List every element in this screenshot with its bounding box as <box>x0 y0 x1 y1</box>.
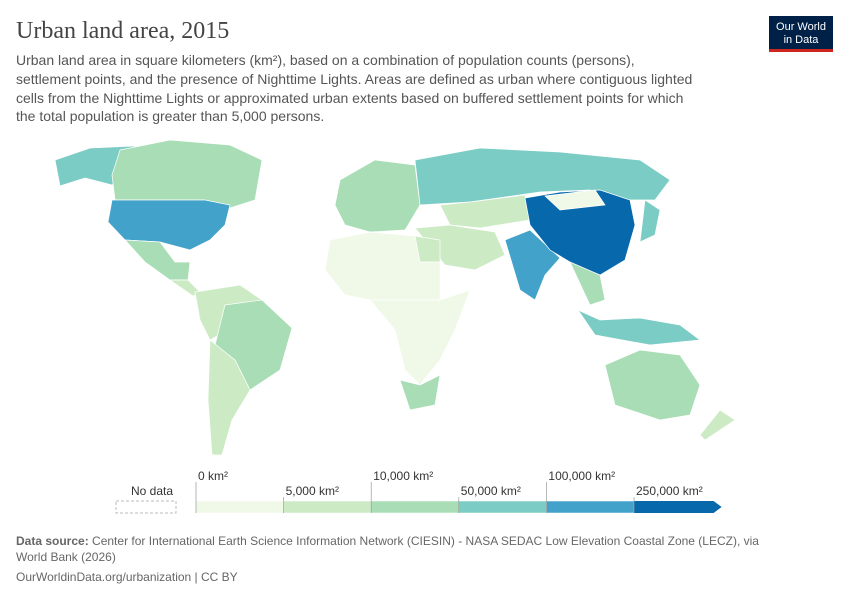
middle-east <box>414 224 506 271</box>
south-america-south <box>207 339 251 456</box>
logo-bar <box>769 49 833 52</box>
legend-label: 250,000 km² <box>636 484 703 498</box>
logo[interactable]: Our World in Data <box>769 16 833 52</box>
indonesia <box>577 309 701 346</box>
source: Data source: Center for International Ea… <box>16 534 759 548</box>
logo-text: in Data <box>784 34 820 46</box>
subtitle-line: settlement points, and the presence of N… <box>16 71 692 87</box>
footer: Data source: Center for International Ea… <box>16 534 759 584</box>
legend-swatch <box>634 501 722 513</box>
canada <box>111 139 263 209</box>
logo-box <box>769 16 833 50</box>
southeast-asia <box>569 261 606 306</box>
new-zealand <box>699 409 736 441</box>
legend-swatch <box>195 500 284 514</box>
legend-swatch <box>283 500 372 514</box>
source-label: Data source: <box>16 534 89 548</box>
subtitle-line: cells from the Nighttime Lights or appro… <box>16 90 683 106</box>
legend-label: 5,000 km² <box>286 484 339 498</box>
legend-swatch <box>546 500 635 514</box>
australia <box>604 349 701 421</box>
europe <box>334 159 421 233</box>
logo-text: Our World <box>776 21 826 33</box>
legend-label: 100,000 km² <box>548 469 615 483</box>
india <box>504 229 561 301</box>
legend: No data 0 km² 5,000 km² 10,000 km² 50,000 k… <box>115 469 722 514</box>
usa <box>107 199 231 251</box>
subtitle: Urban land area in square kilometers (km… <box>16 52 692 124</box>
legend-label: 50,000 km² <box>461 484 521 498</box>
no-data-label: No data <box>131 484 173 498</box>
legend-label: 0 km² <box>198 469 228 483</box>
subtitle-line: the total population is greater than 5,0… <box>16 108 324 124</box>
egypt <box>414 235 441 263</box>
mexico <box>124 239 191 281</box>
legend-swatch <box>458 500 547 514</box>
title: Urban land area, 2015 <box>16 18 229 44</box>
subtitle-line: Urban land area in square kilometers (km… <box>16 52 635 68</box>
south-africa <box>399 374 441 411</box>
legend-swatch <box>370 500 460 514</box>
africa-south <box>369 289 471 386</box>
mongolia <box>544 189 606 211</box>
source-text: Center for International Earth Science I… <box>92 534 759 548</box>
legend-label: 10,000 km² <box>373 469 433 483</box>
source-text: World Bank (2026) <box>16 550 116 564</box>
no-data-swatch <box>115 500 177 514</box>
map <box>54 139 736 456</box>
url[interactable]: OurWorldinData.org/urbanization | CC BY <box>16 570 238 584</box>
japan <box>639 199 661 243</box>
